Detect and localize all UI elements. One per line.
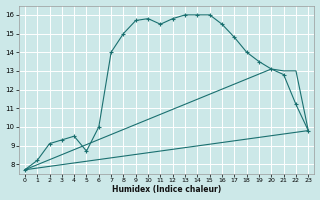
X-axis label: Humidex (Indice chaleur): Humidex (Indice chaleur) — [112, 185, 221, 194]
